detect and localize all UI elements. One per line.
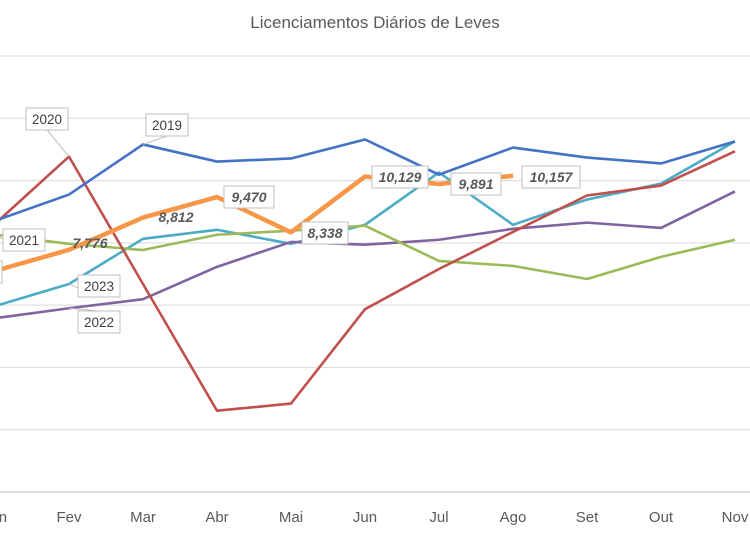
callout-box — [145, 113, 189, 137]
x-tick-label: Nov — [722, 509, 749, 526]
series-line-2021 — [0, 224, 736, 281]
x-tick-label: Ago — [500, 509, 527, 526]
x-tick-label: Jul — [429, 509, 448, 526]
series-line-2022 — [0, 190, 736, 319]
chart-title: Licenciamentos Diários de Leves — [250, 13, 500, 32]
callout-box — [371, 165, 429, 189]
callout-box — [521, 165, 581, 189]
callout-leader — [46, 129, 70, 157]
callout-box — [77, 310, 121, 334]
x-tick-label: Abr — [205, 509, 228, 526]
x-tick-label: Mai — [279, 509, 303, 526]
series-label-2020: 2020 — [25, 107, 70, 157]
x-tick-label: Set — [576, 509, 599, 526]
series-label-2019: 2019 — [142, 113, 189, 145]
data-label-2024: 4 — [0, 260, 3, 284]
callout-box — [301, 221, 349, 245]
callout-box — [0, 260, 3, 284]
x-tick-label: Out — [649, 509, 674, 526]
data-label-2024: 7,776 — [72, 235, 107, 251]
callout-text: 10,157 — [530, 169, 574, 185]
data-label-2024: 8,812 — [158, 209, 193, 225]
callout-box — [25, 107, 69, 131]
data-label-2024: 9,470 — [223, 185, 275, 209]
series-label-2023: 2023 — [68, 274, 121, 298]
x-tick-label: Jun — [353, 509, 377, 526]
callout-text: 9,891 — [458, 176, 493, 192]
series-label-2022: 2022 — [68, 307, 121, 334]
callout-text: 2019 — [152, 118, 182, 133]
x-tick-label: Fev — [56, 509, 82, 526]
callout-text: 2020 — [32, 112, 62, 127]
x-tick-label: Mar — [130, 509, 156, 526]
series-label-2021: 2021 — [0, 228, 46, 252]
callout-text: 10,129 — [379, 169, 422, 185]
data-label-2024: 8,338 — [301, 221, 349, 245]
callout-box — [2, 228, 46, 252]
callout-leader — [142, 135, 168, 145]
data-label-2024: 10,157 — [521, 165, 581, 189]
series-line-2019 — [0, 138, 736, 221]
series-line-2020 — [0, 150, 736, 413]
data-label-2024: 9,891 — [450, 172, 502, 196]
callout-text: 8,338 — [307, 225, 342, 241]
callout-text: 2023 — [84, 279, 114, 294]
callout-text: 2021 — [9, 233, 39, 248]
data-label-2024: 10,129 — [371, 165, 429, 189]
callout-box — [77, 274, 121, 298]
callout-box — [450, 172, 502, 196]
callout-text: 2022 — [84, 315, 114, 330]
callout-text: 9,470 — [231, 189, 266, 205]
callout-box — [223, 185, 275, 209]
x-tick-label: Jan — [0, 509, 7, 526]
